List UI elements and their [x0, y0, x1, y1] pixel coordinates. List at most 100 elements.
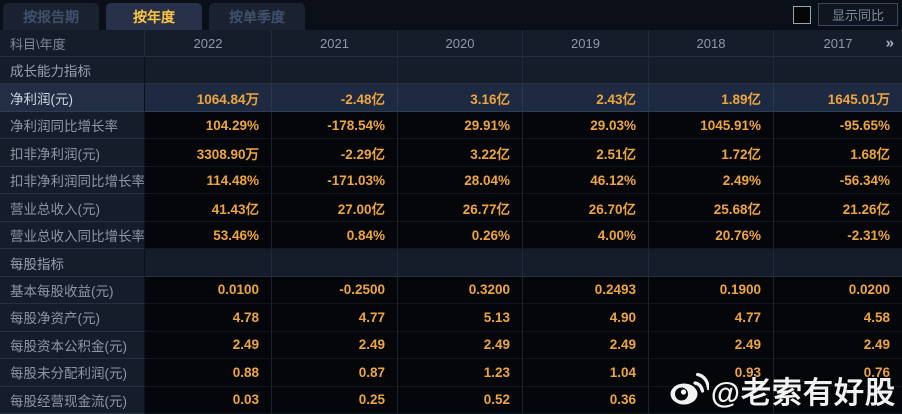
- cell-value: 1.68亿: [774, 139, 902, 167]
- table-header-row: 科目\年度 2022 2021 2020 2019 2018 2017»: [0, 30, 902, 57]
- cell-value: -178.54%: [272, 111, 398, 140]
- cell-value: [145, 249, 272, 277]
- cell-value: [649, 386, 774, 414]
- cell-value: 46.12%: [523, 166, 649, 195]
- cell-value: -171.03%: [272, 166, 398, 195]
- cell-value: 5.13: [398, 304, 523, 332]
- cell-value: 2.49: [272, 331, 398, 360]
- cell-value: 27.00亿: [272, 194, 398, 222]
- table-row: 每股资本公积金(元) 2.49 2.49 2.49 2.49 2.49 2.49: [0, 331, 902, 360]
- cell-value: 2.43亿: [523, 84, 649, 112]
- cell-value: 2.49: [774, 331, 902, 360]
- row-label: 每股资本公积金(元): [0, 331, 145, 360]
- table-row: 每股未分配利润(元) 0.88 0.87 1.23 1.04 0.93 0.76: [0, 359, 902, 387]
- cell-value: 0.36: [523, 386, 649, 414]
- row-label: 净利润(元): [0, 84, 145, 112]
- cell-value: -2.29亿: [272, 139, 398, 167]
- period-tabbar: 按报告期 按年度 按单季度 显示同比: [0, 0, 902, 30]
- header-year-2021[interactable]: 2021: [272, 30, 398, 56]
- cell-value: 0.1900: [649, 276, 774, 305]
- table-row: 基本每股收益(元) 0.0100 -0.2500 0.3200 0.2493 0.1900…: [0, 276, 902, 305]
- header-year-2020[interactable]: 2020: [398, 30, 523, 56]
- cell-value: 4.77: [649, 304, 774, 332]
- table-row: 扣非净利润(元) 3308.90万 -2.29亿 3.22亿 2.51亿 1.72亿 1.6…: [0, 139, 902, 167]
- section-row: 成长能力指标: [0, 57, 902, 85]
- cell-value: 1.89亿: [649, 84, 774, 112]
- tab-by-quarter[interactable]: 按单季度: [209, 3, 305, 30]
- cell-value: 0.0100: [145, 276, 272, 305]
- cell-value: [398, 57, 523, 85]
- table-row: 净利润同比增长率 104.29% -178.54% 29.91% 29.03% 1045.…: [0, 111, 902, 140]
- cell-value: 1.23: [398, 359, 523, 387]
- tab-by-year[interactable]: 按年度: [106, 3, 202, 30]
- cell-value: [272, 57, 398, 85]
- cell-value: -0.2500: [272, 276, 398, 305]
- cell-value: 29.03%: [523, 111, 649, 140]
- row-label: 营业总收入同比增长率: [0, 221, 145, 250]
- cell-value: [774, 249, 902, 277]
- cell-value: 3.16亿: [398, 84, 523, 112]
- cell-value: 41.43亿: [145, 194, 272, 222]
- more-years-chevron-icon[interactable]: »: [885, 34, 894, 52]
- table-row: 营业总收入同比增长率 53.46% 0.84% 0.26% 4.00% 20.76% -2.…: [0, 221, 902, 250]
- cell-value: 2.49: [145, 331, 272, 360]
- cell-value: [774, 57, 902, 85]
- table-row: 每股经营现金流(元) 0.03 0.25 0.52 0.36: [0, 386, 902, 414]
- cell-value: 2.51亿: [523, 139, 649, 167]
- table-body: 成长能力指标 净利润(元) 1064.84万 -2.48亿 3.16亿 2.43亿 1.89…: [0, 57, 902, 414]
- cell-value: [774, 386, 902, 414]
- cell-value: 0.84%: [272, 221, 398, 250]
- show-yoy-checkbox[interactable]: [793, 5, 811, 24]
- cell-value: 4.90: [523, 304, 649, 332]
- row-label: 每股指标: [0, 249, 145, 277]
- cell-value: 0.2493: [523, 276, 649, 305]
- cell-value: 28.04%: [398, 166, 523, 195]
- cell-value: 26.77亿: [398, 194, 523, 222]
- table-row: 营业总收入(元) 41.43亿 27.00亿 26.77亿 26.70亿 25.68亿 21…: [0, 194, 902, 222]
- cell-value: 53.46%: [145, 221, 272, 250]
- row-label: 营业总收入(元): [0, 194, 145, 222]
- row-label: 基本每股收益(元): [0, 276, 145, 305]
- header-year-2018[interactable]: 2018: [649, 30, 774, 56]
- cell-value: 21.26亿: [774, 194, 902, 222]
- cell-value: 0.93: [649, 359, 774, 387]
- cell-value: 0.88: [145, 359, 272, 387]
- cell-value: 26.70亿: [523, 194, 649, 222]
- table-row: 扣非净利润同比增长率 114.48% -171.03% 28.04% 46.12% 2.4…: [0, 166, 902, 195]
- row-label: 每股经营现金流(元): [0, 386, 145, 414]
- cell-value: [398, 249, 523, 277]
- section-row: 每股指标: [0, 249, 902, 277]
- cell-value: [649, 57, 774, 85]
- cell-value: 2.49: [649, 331, 774, 360]
- cell-value: -2.31%: [774, 221, 902, 250]
- row-label: 扣非净利润同比增长率: [0, 166, 145, 195]
- cell-value: [145, 57, 272, 85]
- cell-value: -56.34%: [774, 166, 902, 195]
- header-year-2019[interactable]: 2019: [523, 30, 649, 56]
- cell-value: [272, 249, 398, 277]
- cell-value: 4.78: [145, 304, 272, 332]
- cell-value: 0.26%: [398, 221, 523, 250]
- header-year-2017[interactable]: 2017»: [823, 34, 894, 52]
- row-label: 每股未分配利润(元): [0, 359, 145, 387]
- cell-value: 1.04: [523, 359, 649, 387]
- cell-value: 2.49%: [649, 166, 774, 195]
- cell-value: 0.87: [272, 359, 398, 387]
- cell-value: 2.49: [398, 331, 523, 360]
- row-label: 扣非净利润(元): [0, 139, 145, 167]
- cell-value: 2.49: [523, 331, 649, 360]
- header-year-2022[interactable]: 2022: [145, 30, 272, 56]
- cell-value: 0.52: [398, 386, 523, 414]
- cell-value: 104.29%: [145, 111, 272, 140]
- cell-value: [523, 249, 649, 277]
- cell-value: 3308.90万: [145, 139, 272, 167]
- row-label: 净利润同比增长率: [0, 111, 145, 140]
- cell-value: 1.72亿: [649, 139, 774, 167]
- cell-value: 0.25: [272, 386, 398, 414]
- cell-value: 4.58: [774, 304, 902, 332]
- cell-value: 29.91%: [398, 111, 523, 140]
- show-yoy-button[interactable]: 显示同比: [818, 3, 898, 26]
- cell-value: [523, 57, 649, 85]
- tab-by-report-period[interactable]: 按报告期: [3, 3, 99, 30]
